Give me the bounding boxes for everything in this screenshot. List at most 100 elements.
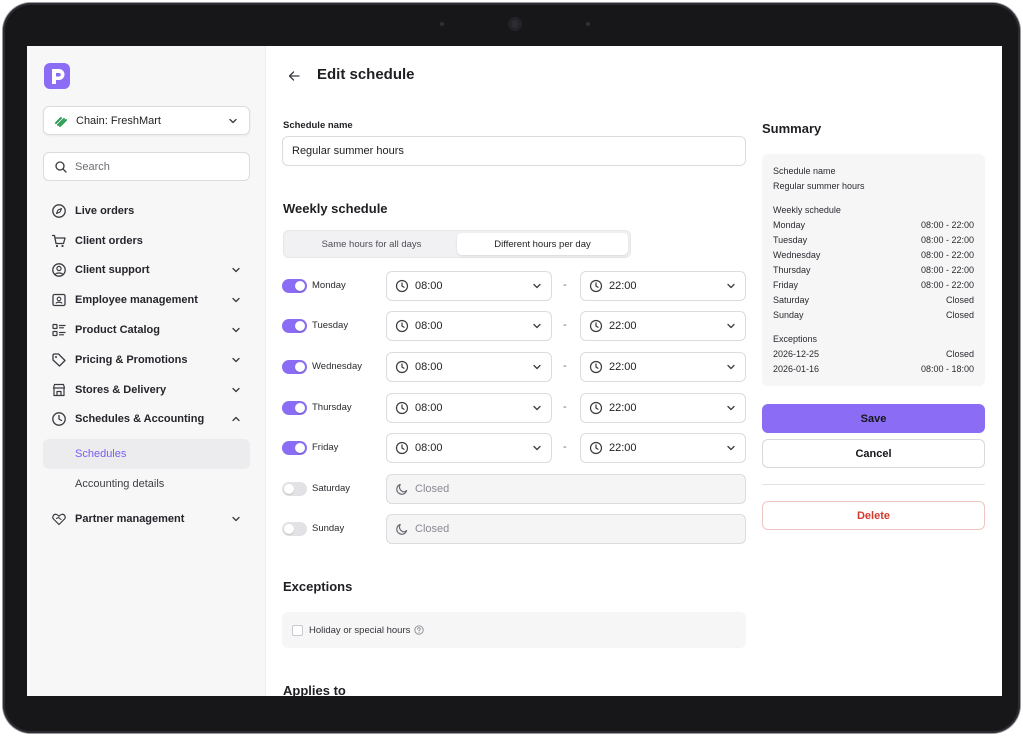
clock-icon xyxy=(589,401,603,415)
time-separator: - xyxy=(563,401,567,413)
day-toggle[interactable] xyxy=(282,482,307,496)
time-separator: - xyxy=(563,360,567,372)
chevron-down-icon xyxy=(533,364,541,370)
summary-day-row: Saturday Closed xyxy=(773,293,974,308)
schedule-mode-toggle: Same hours for all days Different hours … xyxy=(283,230,631,258)
sidebar-subitem-accounting-details[interactable]: Accounting details xyxy=(75,478,165,491)
summary-day: Monday xyxy=(773,220,806,230)
summary-exception-date: 2026-01-16 xyxy=(773,364,820,374)
close-time-select[interactable]: 22:00 xyxy=(580,311,746,341)
chain-selector[interactable]: Chain: FreshMart xyxy=(43,106,250,135)
close-time-select[interactable]: 22:00 xyxy=(580,433,746,463)
day-toggle[interactable] xyxy=(282,279,307,293)
open-time-select[interactable]: 08:00 xyxy=(386,433,552,463)
back-arrow-icon[interactable] xyxy=(286,68,302,84)
sidebar-item-label: Product Catalog xyxy=(75,324,160,337)
summary-weekly-label: Weekly schedule xyxy=(773,205,841,215)
day-label: Monday xyxy=(312,280,346,291)
sidebar-item-product-catalog[interactable]: Product Catalog xyxy=(43,315,250,345)
day-toggle[interactable] xyxy=(282,360,307,374)
sidebar-item-stores-delivery[interactable]: Stores & Delivery xyxy=(43,375,250,405)
summary-exception-hours: 08:00 - 18:00 xyxy=(920,364,974,374)
day-label: Wednesday xyxy=(312,361,362,372)
summary-day-row: Sunday Closed xyxy=(773,308,974,323)
open-time-select[interactable]: 08:00 xyxy=(386,393,552,423)
chevron-down-icon xyxy=(727,323,735,329)
sidebar-item-client-support[interactable]: Client support xyxy=(43,256,250,286)
cart-icon xyxy=(51,234,66,247)
day-label: Saturday xyxy=(312,483,351,494)
sidebar-nav: Live orders Client orders Client su xyxy=(43,196,250,534)
sensor-dot xyxy=(440,22,444,26)
applies-to-title: Applies to xyxy=(283,683,346,696)
save-button[interactable]: Save xyxy=(762,404,985,433)
mode-different-hours-button[interactable]: Different hours per day xyxy=(457,233,628,255)
open-time-select[interactable]: 08:00 xyxy=(386,311,552,341)
chevron-down-icon xyxy=(232,357,240,363)
summary-day: Tuesday xyxy=(773,235,808,245)
sidebar-subitem-schedules[interactable]: Schedules xyxy=(43,439,250,470)
sidebar-item-partner-management[interactable]: Partner management xyxy=(43,504,250,534)
day-row-sunday: Sunday Closed xyxy=(282,514,746,544)
time-separator: - xyxy=(563,279,567,291)
sidebar-item-label: Client orders xyxy=(75,234,143,247)
summary-exception-row: 2026-12-25 Closed xyxy=(773,347,974,362)
chevron-down-icon xyxy=(232,298,240,303)
day-toggle[interactable] xyxy=(282,522,307,536)
sidebar-item-employee-management[interactable]: Employee management xyxy=(43,285,250,315)
moon-icon xyxy=(396,523,408,535)
chain-logo-icon xyxy=(55,116,67,127)
chain-selector-label: Chain: FreshMart xyxy=(76,114,161,127)
sidebar-item-client-orders[interactable]: Client orders xyxy=(43,226,250,256)
sidebar-item-label: Stores & Delivery xyxy=(75,383,167,396)
clock-icon xyxy=(395,319,409,333)
sidebar-item-schedules-accounting[interactable]: Schedules & Accounting xyxy=(43,405,250,435)
day-toggle[interactable] xyxy=(282,319,307,333)
open-time-value: 08:00 xyxy=(415,442,443,454)
summary-day: Wednesday xyxy=(773,250,821,260)
close-time-select[interactable]: 22:00 xyxy=(580,393,746,423)
chevron-down-icon xyxy=(229,118,237,123)
id-card-icon xyxy=(52,294,66,307)
chevron-down-icon xyxy=(232,327,240,333)
summary-day: Friday xyxy=(773,280,799,290)
open-time-select[interactable]: 08:00 xyxy=(386,271,552,301)
close-time-select[interactable]: 22:00 xyxy=(580,352,746,382)
search-input[interactable] xyxy=(75,160,225,173)
day-toggle[interactable] xyxy=(282,441,307,455)
close-time-value: 22:00 xyxy=(609,442,637,454)
clock-icon xyxy=(395,279,409,293)
summary-hours: 08:00 - 22:00 xyxy=(920,235,974,245)
summary-exceptions-label: Exceptions xyxy=(773,334,818,344)
holiday-checkbox-label: Holiday or special hours xyxy=(309,624,411,636)
open-time-value: 08:00 xyxy=(415,280,443,292)
day-row-thursday: Thursday 08:00 - 22:00 xyxy=(282,393,746,423)
day-toggle[interactable] xyxy=(282,401,307,415)
delete-button[interactable]: Delete xyxy=(762,501,985,530)
clock-icon xyxy=(589,360,603,374)
summary-hours: 08:00 - 22:00 xyxy=(920,265,974,275)
closed-field: Closed xyxy=(386,474,746,504)
help-icon[interactable] xyxy=(414,625,425,635)
day-row-wednesday: Wednesday 08:00 - 22:00 xyxy=(282,352,746,382)
schedule-name-input[interactable] xyxy=(282,136,746,166)
summary-day-row: Tuesday 08:00 - 22:00 xyxy=(773,233,974,248)
weekly-schedule-title: Weekly schedule xyxy=(283,201,388,216)
exceptions-title: Exceptions xyxy=(283,579,353,594)
screen: Chain: FreshMart Live ord xyxy=(27,46,1002,696)
chevron-down-icon xyxy=(533,445,541,451)
sidebar-item-live-orders[interactable]: Live orders xyxy=(43,196,250,226)
open-time-select[interactable]: 08:00 xyxy=(386,352,552,382)
holiday-checkbox[interactable] xyxy=(292,624,303,636)
sidebar-item-label: Partner management xyxy=(75,512,185,525)
sidebar: Chain: FreshMart Live ord xyxy=(27,46,266,696)
sidebar-item-label: Live orders xyxy=(75,204,135,217)
app-logo[interactable] xyxy=(44,63,70,89)
sidebar-item-pricing-promotions[interactable]: Pricing & Promotions xyxy=(43,345,250,375)
close-time-select[interactable]: 22:00 xyxy=(580,271,746,301)
close-time-value: 22:00 xyxy=(609,361,637,373)
close-time-value: 22:00 xyxy=(609,320,637,332)
mode-same-hours-button[interactable]: Same hours for all days xyxy=(321,238,422,250)
cancel-button[interactable]: Cancel xyxy=(762,439,985,468)
search-box[interactable] xyxy=(43,152,250,181)
